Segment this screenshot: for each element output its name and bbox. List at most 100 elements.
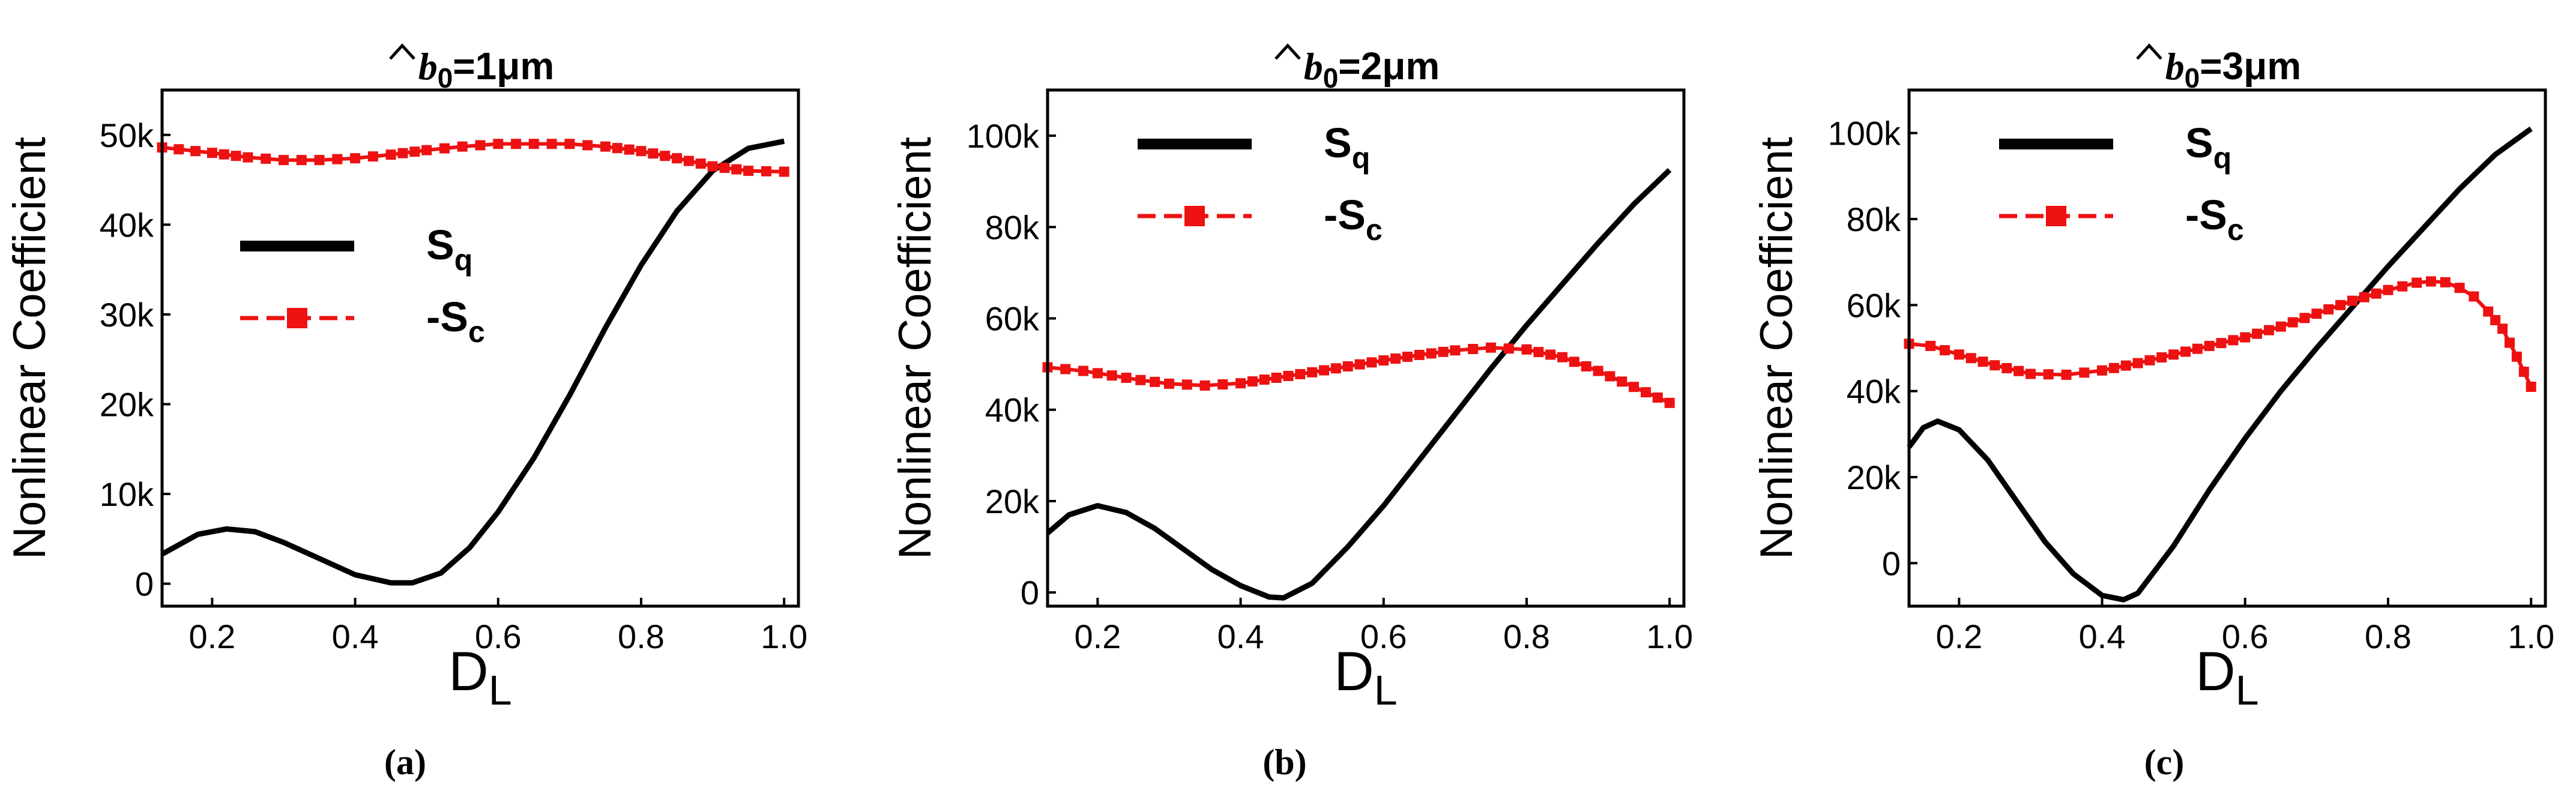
y-axis-label: Nonlinear Coefficient <box>4 137 55 559</box>
series-marker-sc <box>1402 351 1413 362</box>
series-marker-sc <box>1271 372 1282 383</box>
series-line-sq <box>160 138 785 586</box>
series-marker-sc <box>1953 349 1964 360</box>
chart-title: b0=1μm <box>418 44 555 94</box>
plot-frame <box>1907 88 2547 608</box>
series-marker-sc <box>1533 347 1544 358</box>
series-marker-sc <box>219 149 229 160</box>
series-marker-sc <box>457 141 468 152</box>
series-marker-sc <box>2323 304 2334 314</box>
series-marker-sc <box>1330 363 1341 374</box>
series-marker-sc <box>2228 335 2239 346</box>
series-marker-sc <box>2412 277 2422 288</box>
series-marker-sc <box>385 149 396 160</box>
series-marker-sc <box>2483 306 2494 317</box>
series-marker-sc <box>1414 349 1425 360</box>
series-marker-sc <box>2192 343 2203 354</box>
series-marker-sc <box>779 166 789 177</box>
series-marker-sc <box>207 148 217 158</box>
series-marker-sc <box>2359 292 2369 302</box>
y-tick-label: 0 <box>1882 544 1901 582</box>
series-marker-sc <box>2504 337 2515 348</box>
y-axis-label: Nonlinear Coefficient <box>890 137 941 559</box>
x-axis-label: DL <box>2195 641 2258 714</box>
x-axis-label: DL <box>1334 641 1397 714</box>
title-value: =3μm <box>2200 44 2301 88</box>
series-marker-sc <box>1181 379 1192 390</box>
legend-label-sc: -Sc <box>2185 191 2244 247</box>
y-tick-label: 40k <box>985 391 1040 429</box>
series-marker-sc <box>1503 343 1514 354</box>
y-tick-label: 50k <box>100 116 154 154</box>
y-tick-label: 0 <box>135 565 154 603</box>
series-marker-sc <box>600 141 611 152</box>
title-hat-icon <box>2136 43 2162 60</box>
x-tick-label: 1.0 <box>1646 618 1693 655</box>
series-marker-sc <box>624 144 635 155</box>
series-marker-sc <box>1319 365 1330 376</box>
series-marker-sc <box>2511 351 2522 362</box>
series-marker-sc <box>2204 340 2215 351</box>
series-marker-sc <box>1450 345 1461 356</box>
series-marker-sc <box>1640 387 1651 398</box>
series-marker-sc <box>2425 276 2436 287</box>
title-variable: b <box>2165 45 2185 88</box>
legend: Sq -Sc <box>1999 119 2244 247</box>
series-marker-sc <box>2013 365 2024 376</box>
series-marker-sc <box>1247 376 1258 387</box>
series-marker-sc <box>1121 372 1132 383</box>
series-marker-sc <box>2079 367 2090 378</box>
series-marker-sc <box>1295 368 1306 379</box>
series-marker-sc <box>1569 356 1579 367</box>
series-marker-sc <box>2526 382 2536 392</box>
x-tick-label: 0.8 <box>2365 618 2412 655</box>
series-marker-sc <box>2335 299 2346 310</box>
series-marker-sc <box>1366 357 1377 368</box>
series-marker-sc <box>243 152 253 163</box>
series-marker-sc <box>261 153 271 164</box>
x-tick-label: 0.6 <box>475 618 522 655</box>
series-marker-sc <box>2469 291 2479 302</box>
series-marker-sc <box>2311 308 2322 319</box>
series-marker-sc <box>1078 365 1089 376</box>
series-marker-sc <box>2043 369 2054 380</box>
series-marker-sc <box>564 139 575 149</box>
legend-label-sq: Sq <box>2185 119 2231 175</box>
y-tick-label: 100k <box>1828 115 1901 152</box>
series-marker-sc <box>2061 369 2072 380</box>
series-marker-sc <box>2490 314 2501 325</box>
y-tick-label: 20k <box>1847 459 1901 496</box>
series-line-sq <box>1046 167 1672 601</box>
series-marker-sc <box>332 154 343 164</box>
x-tick-label: 0.4 <box>332 618 379 655</box>
panel-caption: (b) <box>1262 742 1306 782</box>
x-tick-label: 0.2 <box>189 618 235 655</box>
legend-marker-sc <box>2046 206 2066 226</box>
title-value: =2μm <box>1338 44 1440 88</box>
series-marker-sc <box>1217 379 1228 390</box>
series-marker-sc <box>2120 360 2131 371</box>
series-marker-sc <box>1106 370 1117 381</box>
series-marker-sc <box>1605 371 1615 382</box>
series-marker-sc <box>2347 295 2357 306</box>
x-tick-label: 0.6 <box>2222 618 2269 655</box>
series-marker-sc <box>2518 366 2529 377</box>
series-marker-sc <box>2275 321 2286 332</box>
x-axis-label-sub: L <box>2236 667 2259 714</box>
x-axis-label-main: D <box>448 641 488 702</box>
y-tick-label: 60k <box>985 300 1040 338</box>
series-marker-sc <box>1557 352 1568 362</box>
series-marker-sc <box>1617 376 1627 387</box>
panel-caption: (c) <box>2144 742 2185 782</box>
x-tick-label: 0.4 <box>2079 618 2126 655</box>
legend-marker-sc <box>1184 206 1205 226</box>
series-marker-sc <box>546 139 557 149</box>
series-marker-sc <box>2097 365 2108 376</box>
series-marker-sc <box>409 146 420 157</box>
y-tick-label: 40k <box>100 206 154 244</box>
y-axis-label: Nonlinear Coefficient <box>1751 137 1802 559</box>
title-subscript: 0 <box>2185 62 2200 94</box>
series-marker-sc <box>1354 359 1365 370</box>
series-marker-sc <box>1581 361 1591 371</box>
